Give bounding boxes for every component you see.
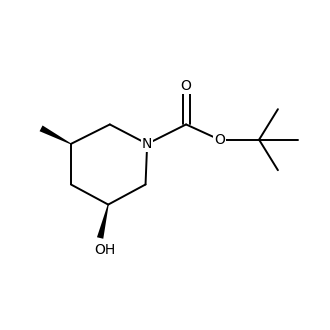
Polygon shape [40,125,71,144]
Text: O: O [181,79,191,92]
Polygon shape [97,205,109,239]
Text: N: N [142,137,152,151]
Text: OH: OH [94,243,116,257]
Text: O: O [214,133,225,147]
